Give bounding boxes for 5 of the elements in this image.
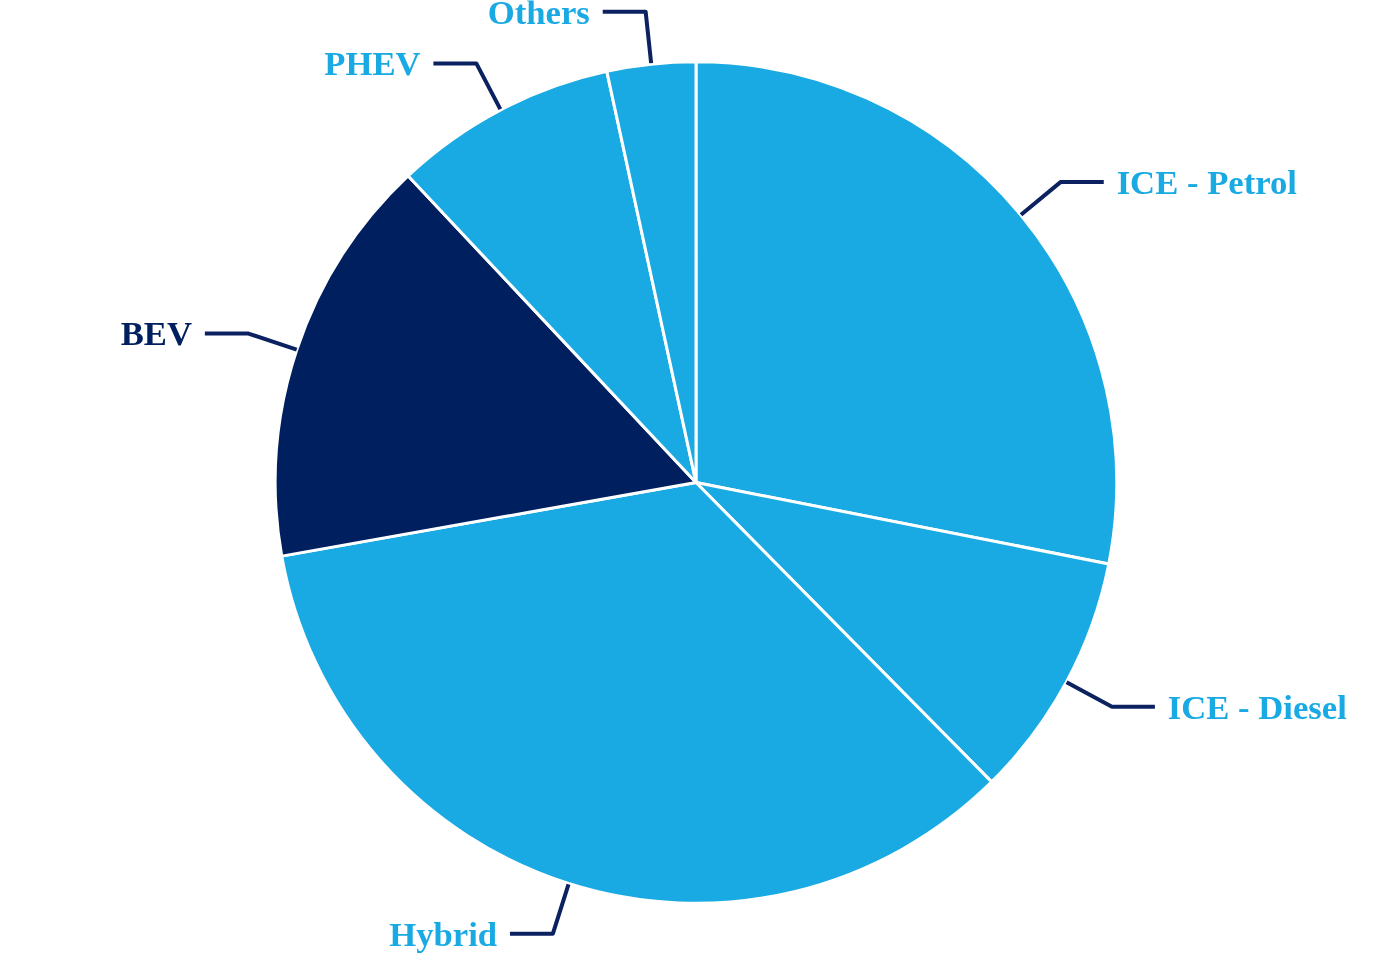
slice-label: PHEV: [324, 44, 421, 83]
slice-label: BEV: [120, 314, 192, 353]
slice-label: ICE - Petrol: [1116, 162, 1298, 201]
slice-label: ICE - Diesel: [1167, 687, 1348, 726]
slice-label: Hybrid: [389, 914, 498, 953]
